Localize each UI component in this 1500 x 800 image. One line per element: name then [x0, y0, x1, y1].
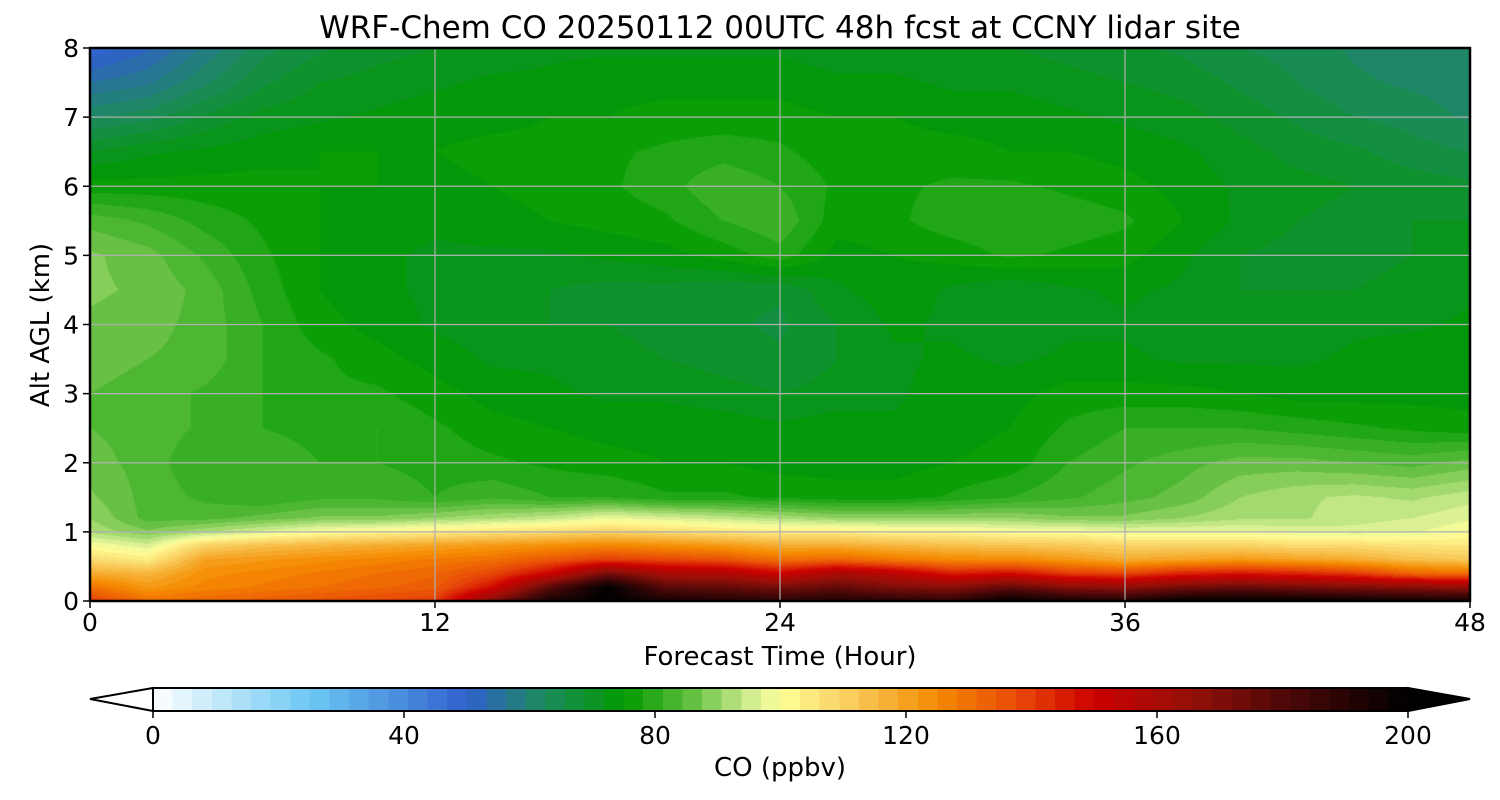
colorbar-ticks: 0 40 80 120 160 200 [145, 711, 1432, 750]
y-tick-label: 0 [63, 587, 79, 616]
y-axis-ticks: 0 1 2 3 4 5 6 7 8 [63, 34, 90, 616]
x-tick-label: 48 [1454, 608, 1486, 637]
x-axis-ticks: 0 12 24 36 48 [82, 601, 1486, 637]
y-tick-label: 3 [63, 380, 79, 409]
colorbar-tick-label: 200 [1384, 721, 1432, 750]
x-tick-label: 36 [1109, 608, 1141, 637]
colorbar: 0 40 80 120 160 200 CO (ppbv) [89, 686, 1471, 783]
x-axis-label: Forecast Time (Hour) [643, 642, 916, 672]
y-tick-label: 1 [63, 518, 79, 547]
colorbar-tick-label: 80 [639, 721, 671, 750]
colorbar-scale [152, 687, 1409, 712]
y-tick-label: 5 [63, 241, 79, 270]
y-tick-label: 6 [63, 172, 79, 201]
colorbar-extend-high [1407, 686, 1471, 713]
colorbar-tick-label: 120 [882, 721, 930, 750]
y-axis-label: Alt AGL (km) [26, 243, 56, 407]
colorbar-label: CO (ppbv) [714, 753, 846, 783]
chart-title: WRF-Chem CO 20250112 00UTC 48h fcst at C… [319, 10, 1241, 46]
y-tick-label: 4 [63, 311, 79, 340]
x-tick-label: 0 [82, 608, 98, 637]
x-tick-label: 12 [419, 608, 451, 637]
y-tick-label: 7 [63, 103, 79, 132]
colorbar-extend-low [89, 686, 154, 713]
colorbar-tick-label: 160 [1133, 721, 1181, 750]
colorbar-tick-label: 40 [388, 721, 420, 750]
y-tick-label: 2 [63, 449, 79, 478]
y-tick-label: 8 [63, 34, 79, 63]
x-tick-label: 24 [764, 608, 796, 637]
colorbar-tick-label: 0 [145, 721, 161, 750]
